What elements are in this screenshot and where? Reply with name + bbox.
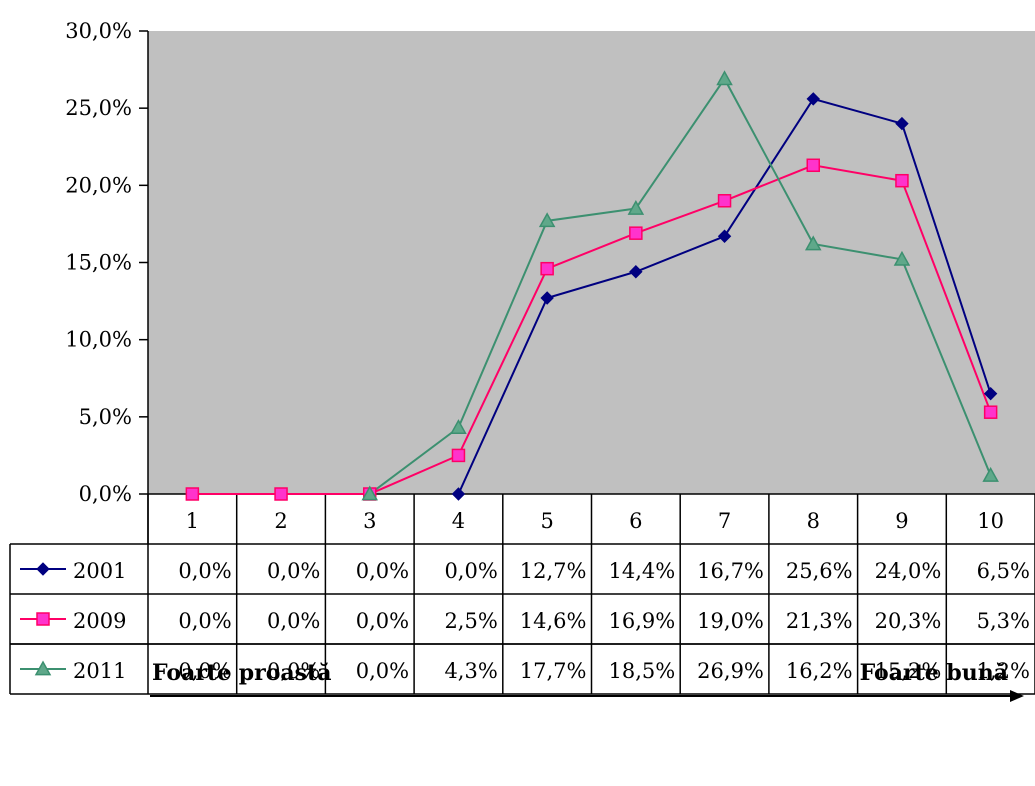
table-cell-value: 19,0%: [697, 609, 764, 633]
table-cell-value: 15,2%: [875, 659, 942, 683]
data-point-2011: [804, 235, 822, 251]
table-cell-value: 18,5%: [608, 659, 675, 683]
data-point-2001: [983, 386, 998, 401]
table-cell-value: 21,3%: [786, 609, 853, 633]
table-cell-value: 0,0%: [356, 659, 409, 683]
data-point-2001: [629, 265, 643, 279]
data-point-2009: [717, 194, 732, 208]
y-tick-label: 30,0%: [65, 19, 132, 43]
series-line-2011: [369, 76, 992, 495]
category-labels: 1 2 3 4 5 6 7 8 9 10: [186, 509, 1004, 533]
data-point-2011: [627, 199, 645, 215]
y-tick-label: 25,0%: [65, 96, 132, 120]
x-tick-label: 2: [274, 509, 287, 533]
legend-series-name: 2009: [73, 609, 126, 633]
data-point-2001: [717, 229, 732, 243]
table-cell-value: 20,3%: [875, 609, 942, 633]
data-point-2001: [540, 291, 554, 305]
table-cell-value: 0,0%: [267, 609, 320, 633]
data-point-2009: [274, 487, 288, 501]
table-cell-value: 0,0%: [444, 559, 497, 583]
y-tick-label: 20,0%: [65, 173, 132, 197]
x-tick-label: 6: [629, 509, 642, 533]
data-point-2011: [893, 250, 911, 266]
data-table-legend: 2001 2009 2011: [20, 559, 126, 683]
data-point-2009: [983, 405, 998, 419]
y-tick-label: 10,0%: [65, 328, 132, 352]
table-cell-value: 25,6%: [786, 559, 853, 583]
table-cell-value: 17,7%: [520, 659, 587, 683]
data-point-2009: [540, 261, 554, 276]
table-cell-value: 0,0%: [356, 609, 409, 633]
data-point-2011: [450, 419, 467, 434]
table-cell-value: 0,0%: [267, 559, 320, 583]
legend-key-marker: [36, 562, 50, 576]
data-point-2001: [451, 487, 466, 501]
data-point-2011: [538, 212, 556, 228]
table-cell-value: 16,7%: [697, 559, 764, 583]
table-cell-value: 6,5%: [977, 559, 1030, 583]
series-line-2009: [192, 164, 992, 495]
scale-left-label: Foarte proastă: [152, 660, 331, 686]
data-point-2001: [806, 92, 820, 106]
legend-series-name: 2011: [73, 659, 126, 683]
data-point-2009: [629, 226, 643, 240]
x-tick-label: 10: [977, 509, 1004, 533]
table-cell-value: 16,2%: [786, 659, 853, 683]
data-point-2009: [895, 173, 909, 188]
x-tick-label: 8: [807, 509, 820, 533]
table-cell-value: 5,3%: [977, 609, 1030, 633]
table-cell-value: 24,0%: [875, 559, 942, 583]
x-tick-label: 7: [718, 509, 731, 533]
data-point-2011: [361, 485, 379, 501]
y-axis: 0,0% 5,0% 10,0% 15,0% 20,0% 25,0% 30,0%: [65, 19, 149, 506]
table-cell-value: 26,9%: [697, 659, 764, 683]
table-cell-value: 0,0%: [178, 659, 231, 683]
table-cell-value: 2,5%: [444, 609, 497, 633]
y-tick-label: 5,0%: [79, 405, 132, 429]
legend-series-name: 2001: [73, 559, 126, 583]
data-point-2009: [451, 448, 466, 463]
y-tick-label: 15,0%: [65, 251, 132, 275]
table-cell-value: 14,6%: [520, 609, 587, 633]
table-cell-value: 0,0%: [178, 609, 231, 633]
scale-arrow-head: [1010, 690, 1024, 702]
table-cell-value: 0,0%: [178, 559, 231, 583]
data-point-2009: [806, 158, 820, 173]
data-table-cells: 0,0% 0,0% 0,0% 0,0% 12,7% 14,4% 16,7% 25,6% 24,0…: [178, 559, 1030, 683]
legend-key-marker: [34, 660, 52, 676]
data-point-2009: [185, 487, 200, 501]
y-tick-label: 0,0%: [79, 482, 132, 506]
table-cell-value: 0,0%: [267, 659, 320, 683]
table-cell-value: 14,4%: [608, 559, 675, 583]
table-cell-value: 4,3%: [444, 659, 497, 683]
x-tick-label: 1: [186, 509, 199, 533]
table-cell-value: 0,0%: [356, 559, 409, 583]
table-cell-value: 16,9%: [608, 609, 675, 633]
x-tick-label: 4: [452, 509, 465, 533]
table-cell-value: 12,7%: [520, 559, 587, 583]
series-markers: [185, 70, 999, 501]
data-point-2011: [716, 70, 733, 86]
x-tick-label: 5: [540, 509, 553, 533]
scale-right-label: Foarte bună: [860, 660, 1008, 686]
table-cell-value: 1,2%: [977, 659, 1030, 683]
data-point-2011: [982, 466, 999, 482]
x-tick-label: 3: [363, 509, 376, 533]
data-point-2001: [895, 116, 909, 131]
plot-area: [148, 31, 1035, 494]
x-tick-label: 9: [895, 509, 908, 533]
legend-key-marker: [36, 612, 50, 626]
